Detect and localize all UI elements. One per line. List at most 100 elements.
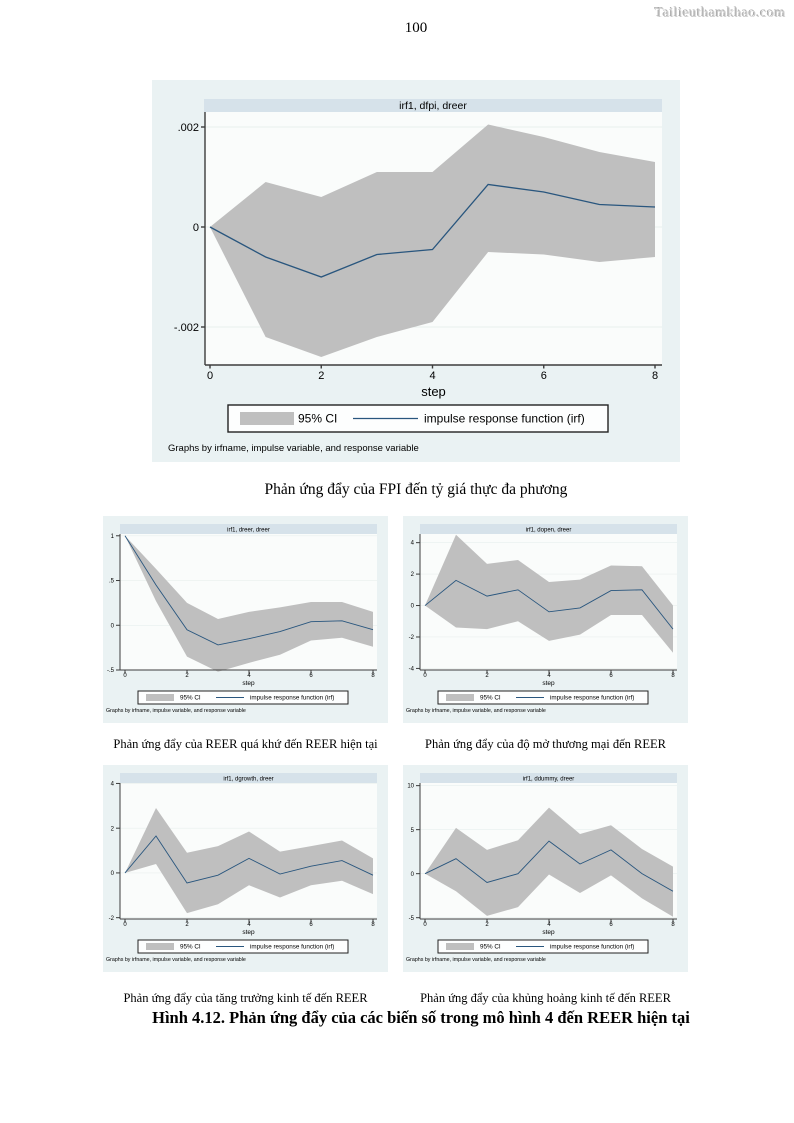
x-tick-label: 6 [541, 370, 547, 382]
x-axis-label: step [542, 929, 555, 936]
y-tick-label: -2 [409, 635, 415, 641]
x-tick-label: 2 [318, 370, 324, 382]
x-tick-label: 8 [671, 922, 675, 928]
y-tick-label: -4 [409, 667, 415, 673]
ci-band [125, 808, 373, 914]
x-tick-label: 8 [371, 673, 375, 679]
y-tick-label: .5 [109, 579, 115, 585]
legend-ci-label: 95% CI [480, 944, 501, 951]
graphs-by-footnote: Graphs by irfname, impulse variable, and… [406, 708, 546, 714]
title-band [120, 524, 377, 534]
x-tick-label: 4 [547, 673, 551, 679]
irf-chart-dreer-dreer: irf1, dreer, dreer 1 .5 0 -.5 0 2 4 6 8 step 95% CI… [103, 516, 388, 723]
legend-ci-label: 95% CI [480, 695, 501, 702]
chart-title: irf1, dopen, dreer [526, 528, 572, 534]
irf-chart-dgrowth-dreer: irf1, dgrowth, dreer 4 2 0 -2 0 2 4 6 8 step 95% CI… [103, 765, 388, 972]
x-tick-label: 0 [123, 922, 127, 928]
title-band [420, 524, 677, 534]
irf-line [424, 840, 674, 892]
x-tick-label: 4 [429, 370, 435, 382]
x-tick-label: 2 [185, 922, 189, 928]
chart-title: irf1, dgrowth, dreer [223, 777, 273, 783]
graphs-by-footnote: Graphs by irfname, impulse variable, and… [168, 443, 419, 454]
legend-ci-swatch [446, 943, 474, 950]
y-tick-label: 1 [111, 534, 115, 540]
x-tick-label: 6 [609, 922, 613, 928]
x-tick-label: 0 [207, 370, 213, 382]
x-tick-label: 4 [247, 922, 251, 928]
legend-irf-label: impulse response function (irf) [250, 944, 334, 951]
y-tick-label: 0 [411, 872, 415, 878]
y-tick-label: 2 [111, 826, 115, 832]
caption-ddummy: Phản ứng đẩy của khủng hoảng kinh tế đến… [420, 991, 671, 1005]
legend-ci-swatch [446, 694, 474, 701]
irf-line [209, 183, 656, 278]
y-tick-label: 2 [411, 572, 415, 578]
legend-ci-swatch [146, 694, 174, 701]
caption-dopen: Phản ứng đẩy của độ mở thương mại đến RE… [425, 737, 666, 751]
legend-irf-label: impulse response function (irf) [550, 695, 634, 702]
x-axis-label: step [242, 680, 255, 687]
x-axis-label: step [421, 384, 446, 399]
caption-dreer: Phản ứng đẩy của REER quá khứ đến REER h… [113, 737, 378, 751]
figure-caption: Hình 4.12. Phản ứng đẩy của các biến số … [152, 1008, 690, 1027]
watermark: Tailieuthamkhao.com [655, 6, 786, 21]
y-tick-label: 5 [411, 828, 415, 834]
x-tick-label: 6 [309, 922, 313, 928]
x-tick-label: 0 [423, 922, 427, 928]
x-tick-label: 4 [247, 673, 251, 679]
page-number: 100 [404, 20, 428, 36]
irf-chart-dopen-dreer: irf1, dopen, dreer 4 2 0 -2 -4 0 2 4 6 8 step 95% CI… [403, 516, 688, 723]
y-tick-label: -2 [109, 916, 115, 922]
legend-ci-swatch [146, 943, 174, 950]
title-band [120, 773, 377, 783]
y-tick-label: 0 [411, 604, 415, 610]
x-tick-label: 0 [123, 673, 127, 679]
irf-plot: irf1, ddummy, dreer 10 5 0 -5 0 2 4 6 8 step 95% CI… [403, 765, 688, 972]
y-tick-label: 0 [111, 871, 115, 877]
ci-band [425, 807, 673, 917]
caption-top-chart: Phản ứng đẩy của FPI đến tỷ giá thực đa … [264, 481, 568, 498]
legend-ci-swatch [240, 412, 294, 425]
y-tick-label: 0 [193, 222, 199, 234]
legend-irf-label: impulse response function (irf) [550, 944, 634, 951]
x-tick-label: 0 [423, 673, 427, 679]
graphs-by-footnote: Graphs by irfname, impulse variable, and… [106, 957, 246, 963]
legend-ci-label: 95% CI [180, 695, 201, 702]
x-tick-label: 8 [652, 370, 658, 382]
y-tick-label: -.002 [174, 322, 199, 334]
x-tick-label: 8 [671, 673, 675, 679]
x-tick-label: 2 [485, 922, 489, 928]
irf-line [124, 835, 374, 884]
chart-title: irf1, ddummy, dreer [523, 777, 575, 783]
y-tick-label: 10 [407, 784, 414, 790]
y-tick-label: -.5 [107, 668, 115, 674]
title-band [204, 99, 662, 112]
x-tick-label: 2 [185, 673, 189, 679]
x-tick-label: 8 [371, 922, 375, 928]
title-band [420, 773, 677, 783]
legend-irf-label: impulse response function (irf) [250, 695, 334, 702]
x-tick-label: 6 [309, 673, 313, 679]
y-tick-label: 0 [111, 623, 115, 629]
irf-chart-ddummy-dreer: irf1, ddummy, dreer 10 5 0 -5 0 2 4 6 8 step 95% CI… [403, 765, 688, 972]
irf-line [124, 535, 374, 646]
irf-plot: irf1, dopen, dreer 4 2 0 -2 -4 0 2 4 6 8 step 95% CI… [403, 516, 688, 723]
graphs-by-footnote: Graphs by irfname, impulse variable, and… [406, 957, 546, 963]
chart-title: irf1, dreer, dreer [227, 528, 270, 534]
irf-chart-dfpi-dreer: irf1, dfpi, dreer .002 0 -.002 0 2 4 6 8 step 95% … [152, 80, 680, 462]
y-tick-label: 4 [111, 782, 115, 788]
x-tick-label: 4 [547, 922, 551, 928]
legend-irf-label: impulse response function (irf) [424, 412, 585, 426]
y-tick-label: .002 [178, 122, 199, 134]
x-tick-label: 6 [609, 673, 613, 679]
ci-band [425, 534, 673, 653]
irf-plot: irf1, dfpi, dreer .002 0 -.002 0 2 4 6 8 step 95% … [152, 80, 680, 462]
chart-title: irf1, dfpi, dreer [399, 100, 467, 112]
x-axis-label: step [542, 680, 555, 687]
irf-plot: irf1, dreer, dreer 1 .5 0 -.5 0 2 4 6 8 step 95% CI… [103, 516, 388, 723]
legend-ci-label: 95% CI [180, 944, 201, 951]
legend-ci-label: 95% CI [298, 412, 337, 426]
y-tick-label: 4 [411, 541, 415, 547]
